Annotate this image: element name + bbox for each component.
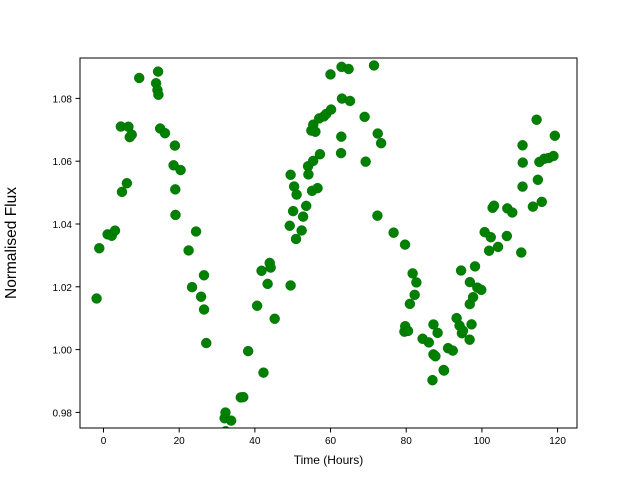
svg-text:40: 40 <box>249 436 261 447</box>
svg-text:0: 0 <box>101 436 107 447</box>
svg-text:20: 20 <box>174 436 186 447</box>
svg-text:Normalised Flux: Normalised Flux <box>3 187 20 299</box>
svg-text:1.08: 1.08 <box>53 94 73 105</box>
svg-text:1.02: 1.02 <box>53 283 73 294</box>
svg-text:80: 80 <box>401 436 413 447</box>
svg-text:Time (Hours): Time (Hours) <box>294 453 364 467</box>
svg-text:1.06: 1.06 <box>53 157 73 168</box>
svg-text:1.00: 1.00 <box>53 346 73 357</box>
svg-text:1.04: 1.04 <box>53 220 73 231</box>
svg-text:0.98: 0.98 <box>53 408 73 419</box>
svg-text:120: 120 <box>549 436 566 447</box>
svg-text:60: 60 <box>325 436 337 447</box>
svg-text:100: 100 <box>474 436 491 447</box>
